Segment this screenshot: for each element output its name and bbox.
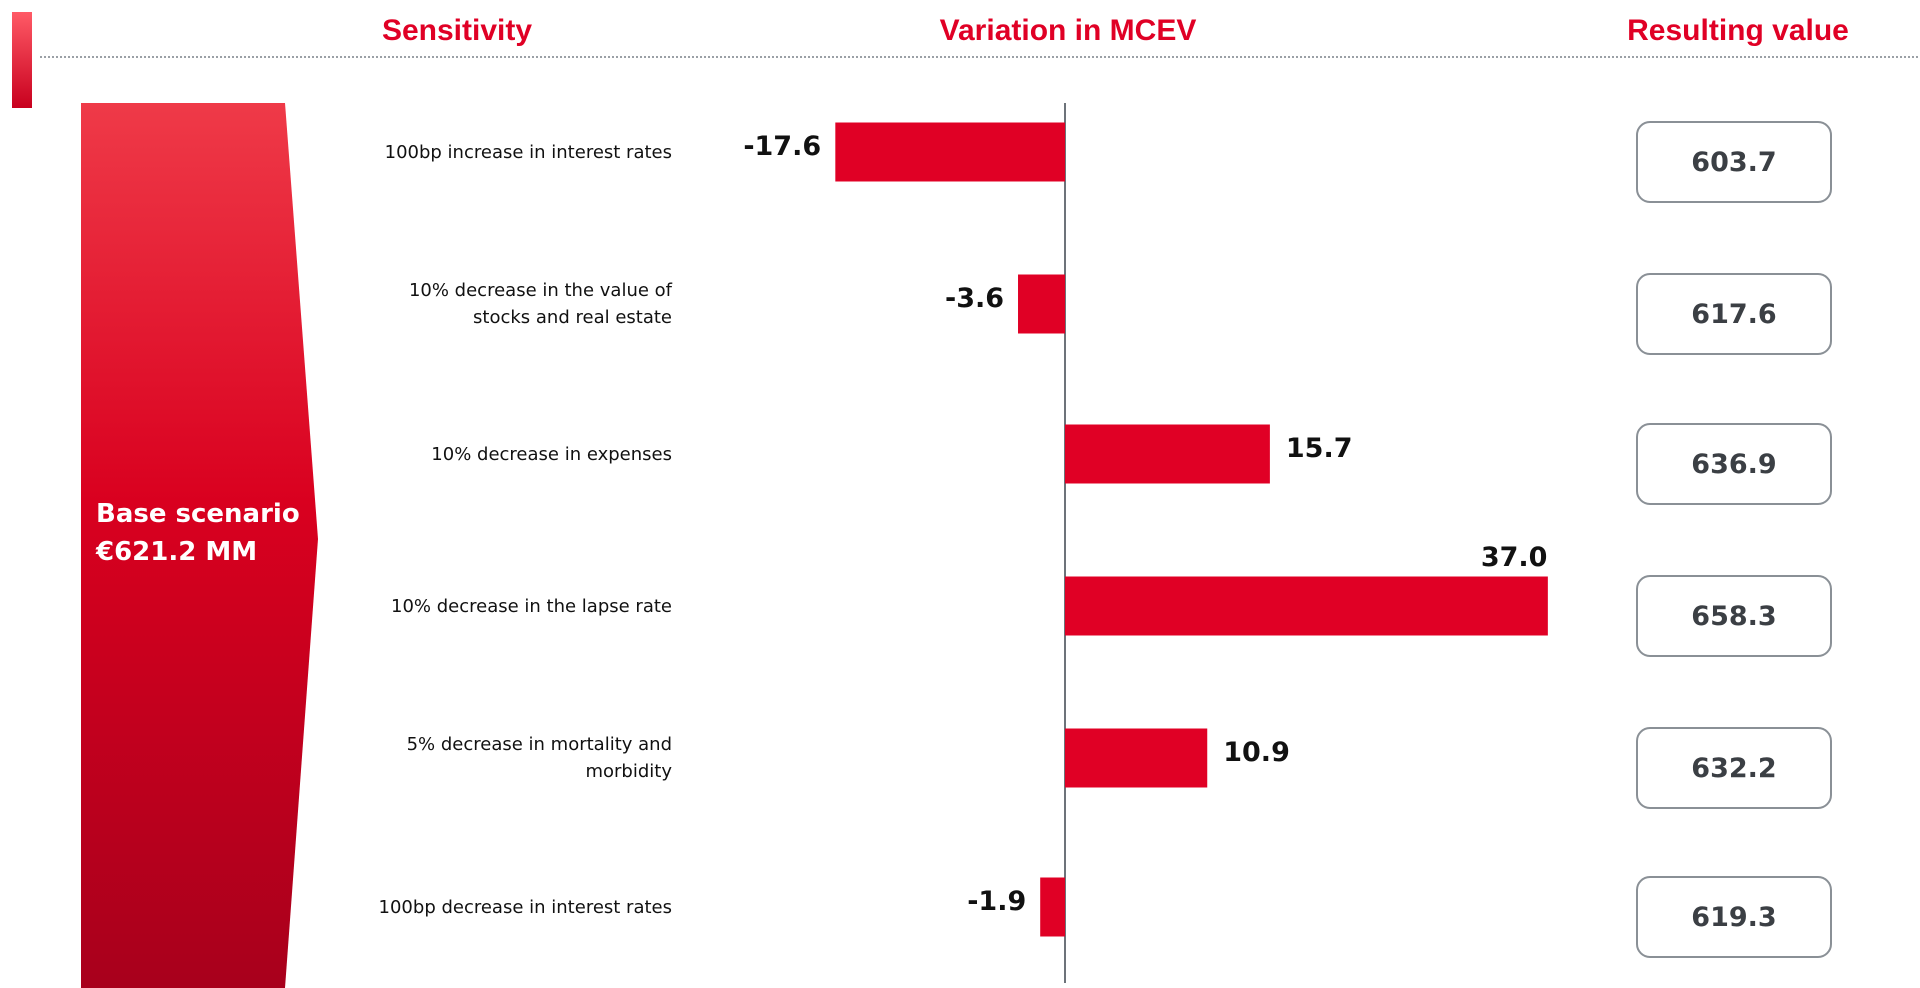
resulting-value: 603.7 xyxy=(1636,121,1832,203)
bar xyxy=(1018,274,1065,334)
category-label: 100bp decrease in interest rates xyxy=(378,896,672,918)
bar xyxy=(1065,728,1208,788)
bar xyxy=(1040,877,1065,937)
value-label: -3.6 xyxy=(945,282,1005,314)
bar xyxy=(1065,424,1270,484)
value-label: 37.0 xyxy=(1480,541,1548,573)
resulting-value: 617.6 xyxy=(1636,273,1832,355)
base-value: €621.2 MM xyxy=(96,537,258,567)
category-label: 10% decrease in the lapse rate xyxy=(391,595,672,617)
base-arrow xyxy=(81,103,318,988)
category-label: 100bp increase in interest rates xyxy=(384,141,672,163)
resulting-value: 619.3 xyxy=(1636,876,1832,958)
base-scenario: Base scenario €621.2 MM xyxy=(96,495,300,571)
resulting-value: 658.3 xyxy=(1636,575,1832,657)
bar xyxy=(835,122,1065,182)
column-header: Sensitivity xyxy=(381,14,533,47)
resulting-value: 632.2 xyxy=(1636,727,1832,809)
base-label: Base scenario xyxy=(96,499,300,529)
category-label: 5% decrease in mortality and morbidity xyxy=(406,734,672,782)
resulting-value: 636.9 xyxy=(1636,423,1832,505)
value-label: -1.9 xyxy=(967,885,1027,917)
category-label: 10% decrease in the value of stocks and … xyxy=(408,280,672,328)
value-label: 15.7 xyxy=(1285,432,1353,464)
value-label: 10.9 xyxy=(1223,736,1290,768)
column-header: Resulting value xyxy=(1627,14,1849,47)
value-label: -17.6 xyxy=(743,130,822,162)
accent-bar xyxy=(12,12,32,108)
category-label: 10% decrease in expenses xyxy=(431,443,672,465)
bar xyxy=(1065,576,1548,636)
column-header: Variation in MCEV xyxy=(939,14,1197,47)
